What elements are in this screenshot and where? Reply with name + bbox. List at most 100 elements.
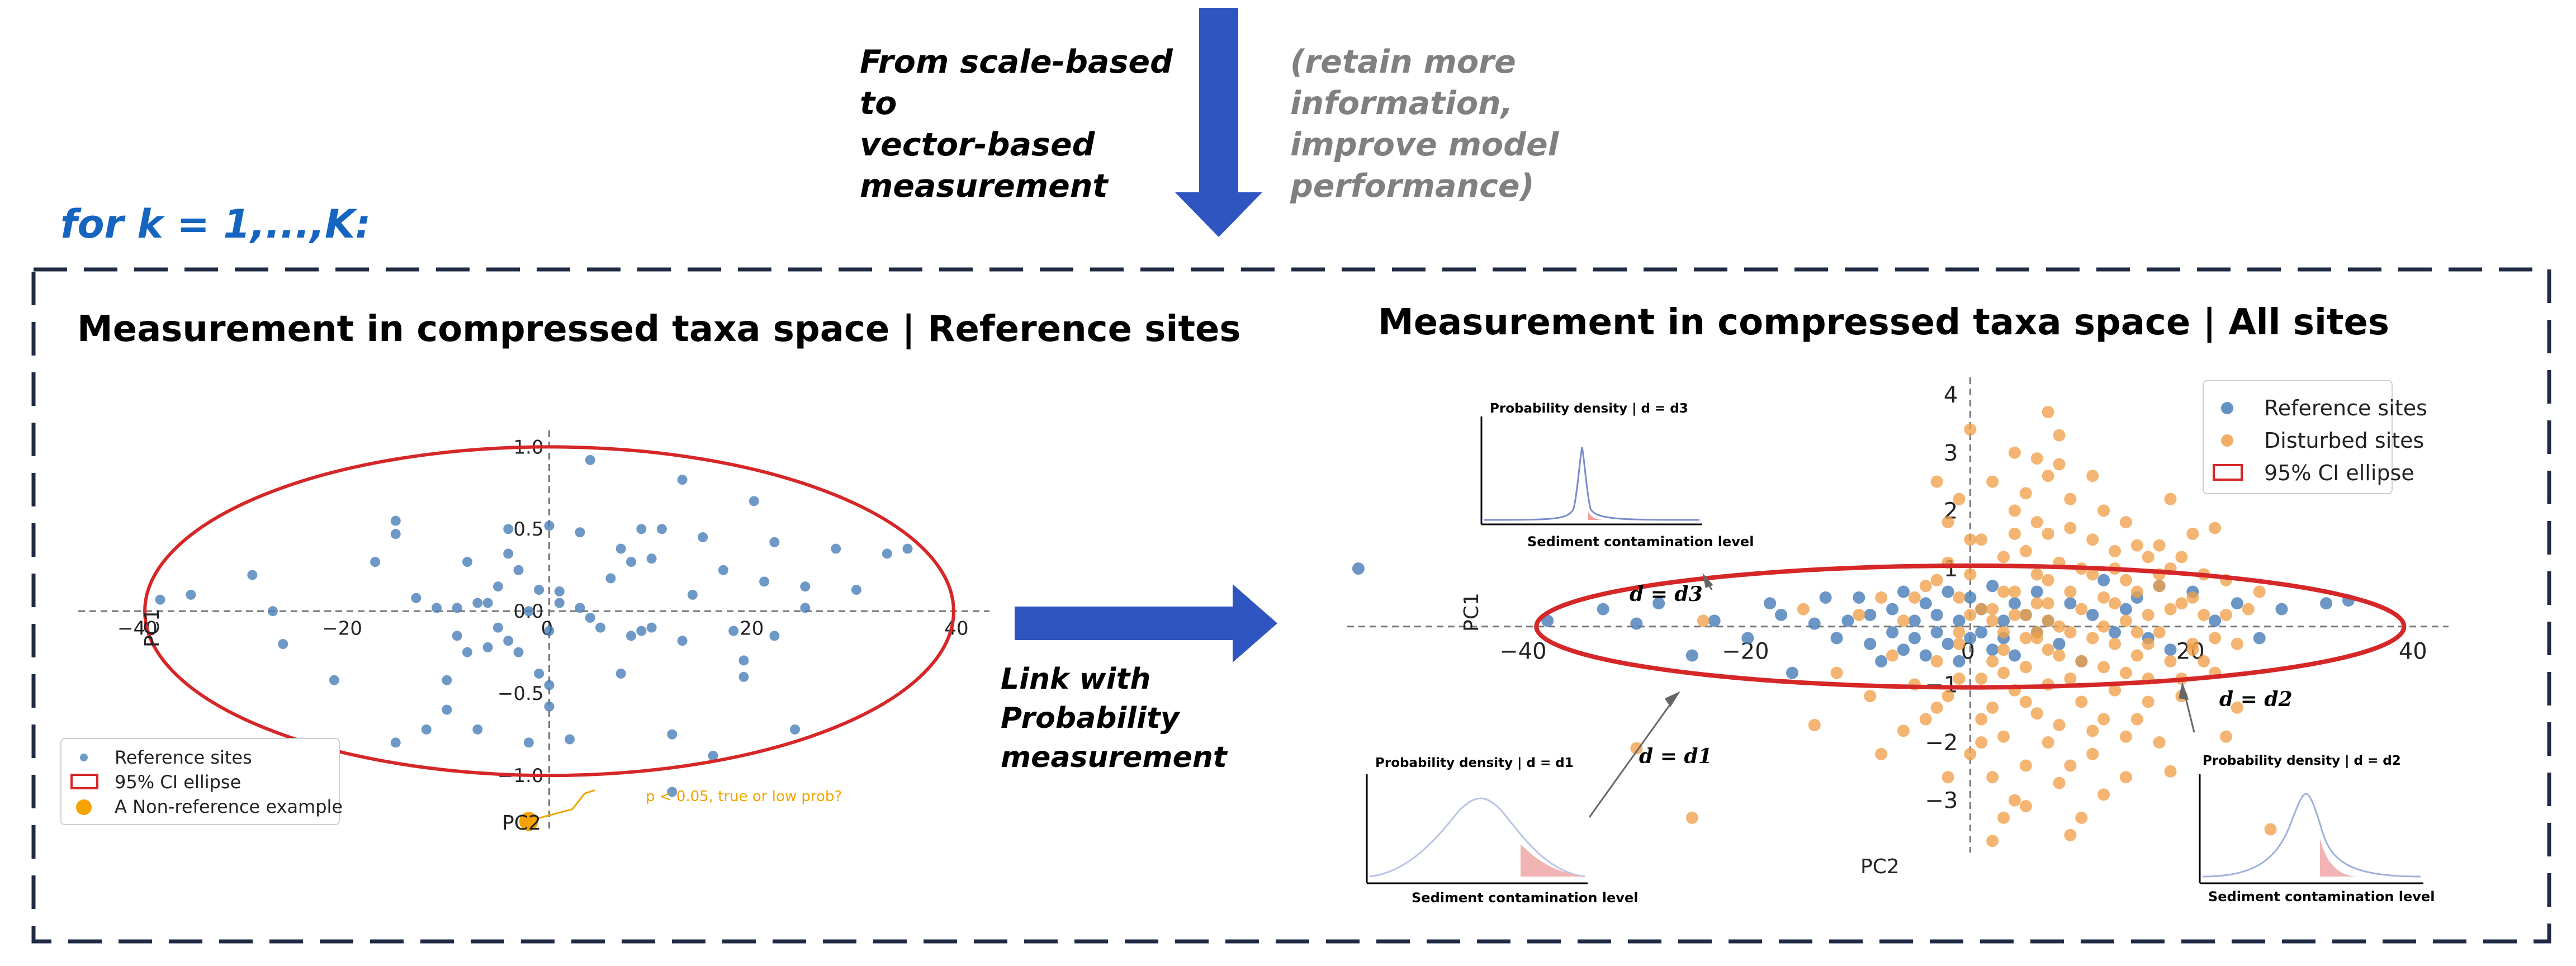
- reference-site-point: [1786, 666, 1798, 679]
- reference-site-point: [1841, 614, 1854, 627]
- disturbed-site-point: [2064, 585, 2077, 598]
- reference-site-point: [1597, 603, 1609, 615]
- left-xlabel: PC2: [502, 812, 541, 835]
- x-tick-label: −40: [1499, 639, 1546, 665]
- header-line-3: measurement: [860, 168, 1108, 205]
- reference-site-point: [585, 454, 595, 465]
- reference-site-point: [1986, 643, 1999, 656]
- disturbed-site-point: [1930, 475, 1943, 488]
- left-legend: Reference sites 95% CI ellipse A Non-ref…: [60, 738, 343, 825]
- reference-site-point: [677, 475, 688, 485]
- disturbed-site-point: [2042, 736, 2054, 749]
- reference-site-point: [1953, 614, 1966, 627]
- reference-site-point: [1964, 591, 1977, 604]
- left-legend-markers: [70, 754, 98, 815]
- reference-site-point: [718, 565, 728, 575]
- reference-site-point: [1986, 580, 1999, 593]
- right-xlabel: PC2: [1860, 855, 1900, 878]
- reference-site-point: [2030, 585, 2043, 598]
- disturbed-site-point: [1875, 747, 1888, 760]
- inset-d3-title: Probability density | d = d3: [1490, 401, 1688, 416]
- disturbed-site-point: [2064, 828, 2077, 841]
- disturbed-site-point: [2142, 695, 2154, 708]
- reference-site-point: [1853, 591, 1865, 604]
- reference-site-point: [800, 603, 811, 613]
- disturbed-site-point: [2086, 747, 2099, 760]
- header-note-line-1: (retain more information,: [1290, 44, 1516, 122]
- disturbed-site-point: [2064, 522, 2077, 534]
- y-tick-label: −0.5: [498, 683, 544, 705]
- reference-site-point: [452, 631, 462, 641]
- disturbed-site-point: [2075, 695, 2088, 708]
- reference-site-point: [1652, 597, 1665, 610]
- reference-site-point: [1964, 632, 1977, 645]
- disturbed-site-point: [2209, 522, 2222, 534]
- reference-site-point: [1942, 585, 1954, 598]
- reference-site-point: [247, 570, 258, 580]
- disturbed-site-point: [2198, 609, 2210, 621]
- reference-site-point: [1352, 562, 1365, 575]
- reference-site-point: [462, 647, 472, 657]
- disturbed-site-point: [2153, 626, 2166, 639]
- disturbed-site-point: [1942, 690, 1954, 703]
- y-tick-label: 0.5: [513, 518, 543, 541]
- disturbed-site-point: [2164, 765, 2177, 778]
- reference-site-point: [1897, 585, 1910, 598]
- reference-site-point: [626, 631, 636, 641]
- inset-d2-title: Probability density | d = d2: [2203, 754, 2401, 768]
- disturbed-site-point: [1975, 603, 1988, 615]
- right-legend-markers: [2213, 402, 2243, 481]
- reference-site-point: [432, 603, 442, 613]
- disturbed-site-point: [1953, 493, 1966, 505]
- reference-site-point: [390, 529, 401, 539]
- disturbed-site-point: [1897, 724, 1910, 737]
- reference-site-point: [585, 613, 595, 623]
- disturbed-site-point: [1930, 574, 1943, 586]
- header-text: From scale-based to vector-based measure…: [860, 41, 1206, 207]
- disturbed-site-point: [2130, 626, 2143, 639]
- reference-site-point: [544, 520, 555, 531]
- disturbed-site-point: [2109, 684, 2122, 697]
- disturbed-site-point: [1975, 736, 1988, 749]
- disturbed-site-point: [2153, 580, 2166, 593]
- reference-site-point: [544, 626, 555, 636]
- reference-site-point: [472, 724, 483, 735]
- reference-site-point: [442, 675, 452, 685]
- legend-item-reference-sites: Reference sites: [2264, 396, 2427, 420]
- disturbed-site-point: [1986, 603, 1999, 615]
- disturbed-site-point: [2130, 539, 2143, 552]
- reference-site-point: [1908, 632, 1921, 645]
- disturbed-site-point: [2019, 544, 2032, 557]
- disturbed-site-point: [2153, 539, 2166, 552]
- reference-site-point: [667, 729, 678, 740]
- non-reference-point: [519, 812, 538, 831]
- reference-site-point: [1830, 632, 1843, 645]
- distance-label-d3: d = d3: [1630, 583, 1703, 606]
- reference-site-point: [1819, 591, 1832, 604]
- disturbed-site-point: [2198, 655, 2210, 667]
- disturbed-site-point: [2109, 544, 2122, 557]
- reference-site-point: [503, 524, 514, 534]
- reference-site-point: [790, 724, 801, 735]
- disturbed-site-point: [2119, 574, 2132, 586]
- disturbed-site-point: [2109, 597, 2122, 610]
- disturbed-site-point: [1964, 609, 1977, 621]
- disturbed-site-point: [2053, 429, 2066, 442]
- link-line-2: measurement: [1001, 741, 1227, 774]
- disturbed-site-point: [1875, 591, 1888, 604]
- disturbed-site-point: [1997, 666, 2010, 679]
- disturbed-site-point: [2209, 632, 2222, 645]
- reference-site-point: [1541, 614, 1554, 627]
- disturbed-site-point: [2153, 736, 2166, 749]
- legend-item-nonreference: A Non-reference example: [115, 796, 343, 817]
- disturbed-site-point: [2075, 811, 2088, 824]
- reference-site-point: [534, 668, 544, 679]
- legend-item-reference: Reference sites: [115, 747, 252, 768]
- disturbed-site-point: [2130, 585, 2143, 598]
- reference-site-point: [708, 750, 718, 761]
- disturbed-site-point: [1953, 637, 1966, 650]
- disturbed-site-point: [2186, 643, 2199, 656]
- disturbed-site-point: [2175, 551, 2188, 564]
